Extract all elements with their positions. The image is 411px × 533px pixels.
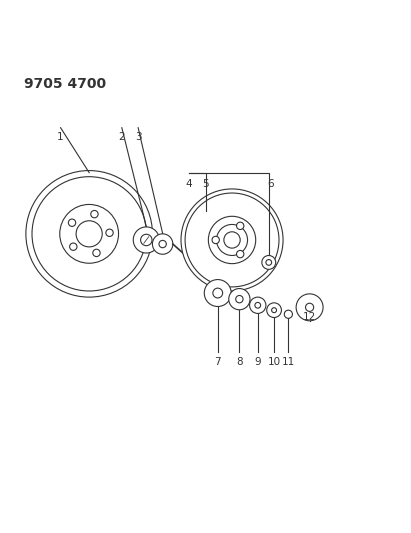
Text: 5: 5 xyxy=(202,179,209,189)
Circle shape xyxy=(272,308,277,313)
Circle shape xyxy=(212,236,219,244)
Circle shape xyxy=(249,297,266,313)
Circle shape xyxy=(159,240,166,248)
Circle shape xyxy=(236,251,244,258)
Circle shape xyxy=(152,234,173,254)
Text: 8: 8 xyxy=(236,357,242,367)
Circle shape xyxy=(204,280,231,306)
Circle shape xyxy=(224,232,240,248)
Circle shape xyxy=(60,205,118,263)
Bar xyxy=(247,231,260,249)
Circle shape xyxy=(93,249,100,256)
Circle shape xyxy=(76,221,102,247)
Text: 10: 10 xyxy=(268,357,281,367)
Circle shape xyxy=(191,259,201,268)
Circle shape xyxy=(69,243,77,251)
Text: 9705 4700: 9705 4700 xyxy=(24,77,106,91)
Circle shape xyxy=(26,171,152,297)
Text: 9: 9 xyxy=(254,357,261,367)
Text: 4: 4 xyxy=(186,179,192,189)
Text: 7: 7 xyxy=(215,357,221,367)
Circle shape xyxy=(296,294,323,321)
Circle shape xyxy=(262,255,276,269)
Circle shape xyxy=(284,310,293,318)
Circle shape xyxy=(266,260,272,265)
Circle shape xyxy=(181,189,283,291)
Circle shape xyxy=(141,234,152,246)
Text: 12: 12 xyxy=(303,312,316,322)
Circle shape xyxy=(236,222,244,230)
Circle shape xyxy=(267,303,282,318)
Circle shape xyxy=(213,288,223,298)
Text: 1: 1 xyxy=(57,132,64,142)
Circle shape xyxy=(133,227,159,253)
Text: 11: 11 xyxy=(282,357,295,367)
Circle shape xyxy=(305,303,314,311)
Text: 2: 2 xyxy=(118,132,125,142)
Text: 3: 3 xyxy=(135,132,141,142)
Circle shape xyxy=(229,288,250,310)
Circle shape xyxy=(91,211,98,218)
Text: 6: 6 xyxy=(268,179,274,189)
Circle shape xyxy=(68,219,76,227)
Circle shape xyxy=(208,216,256,264)
Circle shape xyxy=(236,295,243,303)
Circle shape xyxy=(255,302,261,308)
Circle shape xyxy=(32,177,146,291)
Circle shape xyxy=(106,229,113,237)
Circle shape xyxy=(217,224,247,255)
Circle shape xyxy=(185,193,279,287)
